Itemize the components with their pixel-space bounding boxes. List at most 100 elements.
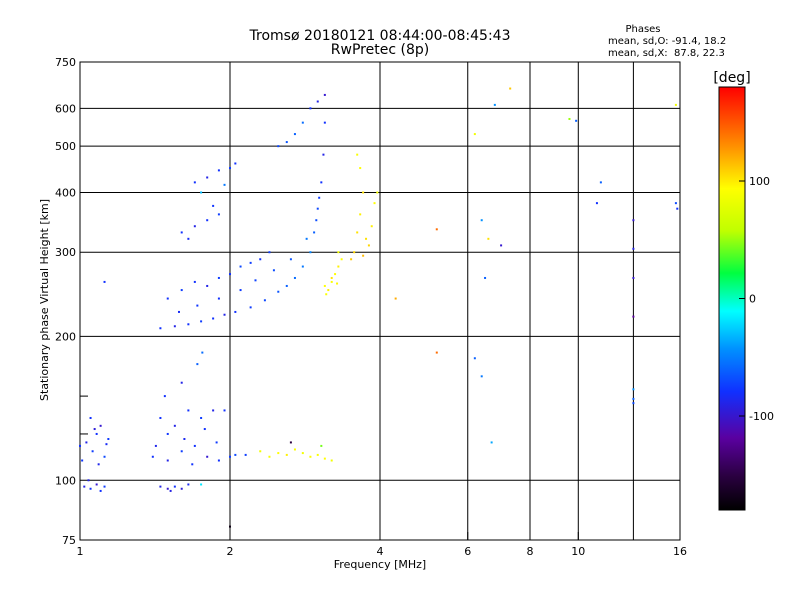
scatter-point	[473, 133, 476, 136]
scatter-point	[79, 444, 81, 447]
scatter-point	[177, 310, 180, 313]
scatter-point	[166, 432, 169, 435]
scatter-point	[336, 282, 339, 285]
scatter-point	[196, 363, 199, 366]
scatter-point	[217, 169, 220, 172]
scatter-point	[200, 191, 203, 194]
scatter-point	[91, 450, 94, 453]
colorbar-tick-label: -100	[749, 410, 774, 423]
scatter-point	[166, 487, 169, 490]
scatter-point	[81, 459, 84, 462]
scatter-point	[89, 487, 92, 490]
scatter-point	[301, 121, 304, 124]
scatter-point	[362, 191, 365, 194]
scatter-point	[173, 424, 176, 427]
scatter-point	[193, 225, 196, 228]
scatter-point	[95, 432, 98, 435]
scatter-point	[277, 145, 280, 148]
x-tick-label: 10	[571, 545, 585, 558]
scatter-point	[200, 320, 203, 323]
y-tick-label: 400	[55, 186, 76, 199]
scatter-point	[367, 244, 370, 247]
scatter-point	[259, 258, 262, 261]
scatter-point	[394, 297, 397, 300]
scatter-point	[353, 251, 356, 254]
x-tick-label: 2	[227, 545, 234, 558]
scatter-point	[293, 448, 296, 451]
scatter-point	[234, 310, 237, 313]
scatter-point	[305, 237, 308, 240]
y-tick-label: 300	[55, 246, 76, 259]
scatter-point	[340, 258, 343, 261]
scatter-point	[301, 452, 304, 455]
scatter-point	[272, 269, 275, 272]
scatter-point	[373, 202, 376, 205]
scatter-point	[277, 452, 280, 455]
x-tick-label: 8	[527, 545, 534, 558]
scatter-point	[435, 351, 438, 354]
colorbar-tick-label: 100	[749, 175, 770, 188]
scatter-point	[180, 381, 183, 384]
scatter-point	[159, 327, 162, 330]
scatter-point	[350, 258, 353, 261]
scatter-point	[632, 276, 635, 279]
stats-heading: Phases	[625, 24, 660, 35]
scatter-point	[632, 397, 635, 400]
scatter-point	[285, 284, 288, 287]
scatter-point	[217, 213, 220, 216]
scatter-point	[244, 453, 247, 456]
scatter-point	[575, 119, 578, 122]
scatter-point	[234, 162, 237, 165]
scatter-point	[487, 237, 490, 240]
scatter-point	[320, 444, 323, 447]
scatter-point	[107, 437, 110, 440]
scatter-point	[200, 416, 203, 419]
scatter-point	[500, 244, 503, 247]
scatter-point	[337, 265, 340, 268]
scatter-point	[193, 444, 196, 447]
scatter-point	[484, 276, 487, 279]
scatter-point	[330, 280, 333, 283]
scatter-point	[196, 304, 199, 307]
scatter-point	[285, 141, 288, 144]
scatter-point	[309, 455, 312, 458]
scatter-point	[473, 357, 476, 360]
x-tick-label: 6	[464, 545, 471, 558]
scatter-point	[239, 289, 242, 292]
scatter-point	[370, 225, 373, 228]
scatter-point	[309, 251, 312, 254]
scatter-point	[217, 459, 220, 462]
scatter-point	[187, 483, 190, 486]
scatter-point	[376, 191, 379, 194]
scatter-point	[632, 388, 635, 391]
scatter-point	[212, 409, 215, 412]
y-axis-label: Stationary phase Virtual Height [km]	[38, 199, 51, 401]
scatter-point	[97, 463, 100, 466]
scatter-point	[180, 487, 183, 490]
scatter-point	[674, 103, 677, 106]
scatter-point	[263, 299, 266, 302]
scatter-point	[159, 416, 162, 419]
scatter-point	[180, 289, 183, 292]
scatter-point	[493, 103, 496, 106]
scatter-point	[285, 453, 288, 456]
scatter-point	[323, 457, 326, 460]
scatter-point	[277, 290, 280, 293]
scatter-point	[212, 317, 215, 320]
scatter-point	[193, 280, 196, 283]
scatter-point	[217, 297, 220, 300]
scatter-point	[313, 231, 316, 234]
scatter-point	[301, 265, 304, 268]
scatter-point	[103, 455, 106, 458]
scatter-point	[206, 176, 209, 179]
x-tick-label: 4	[377, 545, 384, 558]
scatter-point	[229, 455, 231, 458]
scatter-point	[632, 402, 635, 405]
scatter-point	[173, 485, 176, 488]
scatter-point	[595, 202, 598, 205]
scatter-point	[323, 284, 326, 287]
scatter-point	[234, 453, 237, 456]
scatter-point	[674, 202, 677, 205]
scatter-point	[239, 265, 242, 268]
scatter-point	[206, 284, 209, 287]
